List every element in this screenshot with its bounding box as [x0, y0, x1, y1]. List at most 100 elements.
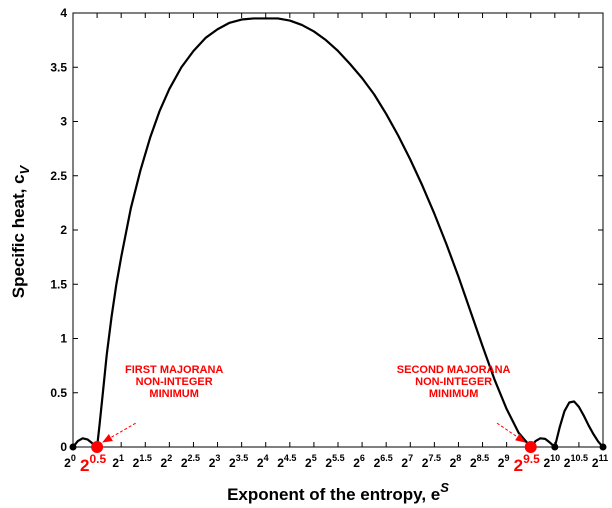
x-tick-label: 25.5	[325, 453, 344, 470]
y-axis-ticks: 0 0.5 1 1.5 2 2.5 3 3.5 4	[50, 6, 603, 454]
x-tick-label-exponent: 4.5	[284, 453, 297, 463]
y-tick-label: 2.5	[50, 169, 67, 183]
x-tick-label: 27	[401, 453, 413, 470]
x-tick-label: 22	[161, 453, 173, 470]
annotation-text: NON-INTEGER	[415, 376, 492, 388]
x-tick-label: 20	[64, 453, 76, 470]
marker-layer	[69, 441, 607, 453]
x-tick-label: 210	[543, 453, 560, 470]
x-tick-label-exponent: 6	[360, 453, 365, 463]
x-tick-label-base: 2	[353, 456, 360, 470]
zero-marker	[551, 443, 559, 451]
x-tick-label-exponent: 1.5	[139, 453, 152, 463]
annotation-text: MINIMUM	[429, 388, 479, 400]
x-tick-label: 20.5	[80, 452, 106, 475]
x-tick-label-base: 2	[257, 456, 264, 470]
x-tick-label: 23	[209, 453, 221, 470]
y-axis-label-text: Specific heat, c	[9, 174, 28, 298]
x-tick-label-exponent: 8.5	[477, 453, 490, 463]
y-tick-label: 1	[60, 332, 67, 346]
x-tick-label-exponent: 2	[167, 453, 172, 463]
x-tick-label-exponent: 3.5	[236, 453, 249, 463]
x-tick-label: 26.5	[374, 453, 393, 470]
x-tick-label-base: 2	[470, 456, 477, 470]
annotation-text: NON-INTEGER	[136, 376, 213, 388]
x-tick-label: 24	[257, 453, 269, 470]
x-tick-label: 23.5	[229, 453, 248, 470]
x-tick-label: 26	[353, 453, 365, 470]
x-axis-label: Exponent of the entropy, eS	[227, 480, 449, 504]
minimum-marker	[524, 441, 537, 453]
x-tick-label-base: 2	[592, 456, 599, 470]
x-tick-label-exponent: 5	[312, 453, 317, 463]
x-tick-label: 21	[112, 453, 124, 470]
x-tick-label: 24.5	[277, 453, 296, 470]
x-tick-label-exponent: 9	[504, 453, 509, 463]
x-axis-ticks: 20 20.5 21 21.5 22 22.5 23 23.5 24 24.5 25 25.5 26 26…	[64, 13, 608, 475]
x-axis-label-text: Exponent of the entropy, e	[227, 485, 440, 504]
y-tick-label: 0.5	[50, 386, 67, 400]
x-tick-label: 27.5	[422, 453, 441, 470]
x-tick-label-exponent: 0	[71, 453, 76, 463]
x-tick-label-base: 2	[133, 456, 140, 470]
annotation-arrow	[102, 422, 136, 443]
y-tick-label: 1.5	[50, 277, 67, 291]
x-tick-label-exponent: 0.5	[89, 452, 106, 466]
x-tick-label: 21.5	[133, 453, 152, 470]
x-tick-label-base: 2	[564, 456, 571, 470]
x-tick-label-base: 2	[277, 456, 284, 470]
x-tick-label: 28	[450, 453, 462, 470]
x-tick-label-exponent: 11	[599, 453, 609, 463]
x-tick-label-exponent: 2.5	[188, 453, 201, 463]
x-tick-label-base: 2	[374, 456, 381, 470]
x-tick-label: 211	[592, 453, 608, 470]
x-tick-label-exponent: 10	[550, 453, 560, 463]
y-tick-label: 2	[60, 223, 67, 237]
x-tick-label-base: 2	[209, 456, 216, 470]
annotation-text: MINIMUM	[149, 388, 199, 400]
x-axis-label-superscript: S	[440, 480, 449, 495]
plot-area	[72, 12, 604, 448]
x-tick-label: 25	[305, 453, 317, 470]
x-tick-label-exponent: 8	[456, 453, 461, 463]
zero-marker	[599, 443, 607, 451]
x-tick-label: 29.5	[514, 452, 540, 475]
x-tick-label-exponent: 1	[119, 453, 124, 463]
x-tick-label-base: 2	[80, 456, 89, 475]
x-tick-label-base: 2	[64, 456, 71, 470]
x-tick-label-exponent: 7	[408, 453, 413, 463]
x-tick-label-exponent: 6.5	[380, 453, 393, 463]
x-tick-label-exponent: 3	[215, 453, 220, 463]
x-tick-label: 22.5	[181, 453, 200, 470]
x-tick-label-base: 2	[161, 456, 168, 470]
zero-marker	[69, 443, 77, 451]
x-tick-label: 29	[498, 453, 510, 470]
annotation-text: SECOND MAJORANA	[397, 364, 511, 376]
minimum-marker	[91, 441, 104, 453]
x-tick-label-base: 2	[401, 456, 408, 470]
annotation-text: FIRST MAJORANA	[125, 364, 223, 376]
x-tick-label-base: 2	[450, 456, 457, 470]
x-tick-label-exponent: 7.5	[428, 453, 441, 463]
x-tick-label-base: 2	[112, 456, 119, 470]
x-tick-label: 28.5	[470, 453, 489, 470]
x-tick-label-exponent: 4	[264, 453, 269, 463]
x-tick-label-base: 2	[514, 456, 523, 475]
x-tick-label-base: 2	[181, 456, 188, 470]
y-tick-label: 3	[60, 115, 67, 129]
x-tick-label-exponent: 5.5	[332, 453, 345, 463]
x-tick-label-base: 2	[305, 456, 312, 470]
y-tick-label: 0	[60, 440, 67, 454]
y-axis-label-subscript: V	[17, 164, 32, 174]
x-tick-label: 210.5	[564, 453, 588, 470]
annotation-arrow	[496, 422, 526, 443]
y-tick-label: 4	[60, 6, 67, 20]
x-tick-label-exponent: 9.5	[523, 452, 540, 466]
x-tick-label-base: 2	[498, 456, 505, 470]
x-tick-label-base: 2	[543, 456, 550, 470]
x-tick-label-base: 2	[229, 456, 236, 470]
y-axis-label: Specific heat, cV	[9, 164, 32, 298]
x-tick-label-base: 2	[422, 456, 429, 470]
